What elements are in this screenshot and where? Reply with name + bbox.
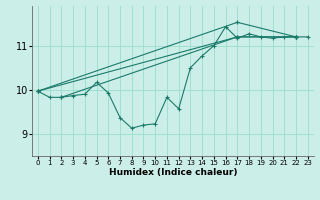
X-axis label: Humidex (Indice chaleur): Humidex (Indice chaleur) xyxy=(108,168,237,177)
